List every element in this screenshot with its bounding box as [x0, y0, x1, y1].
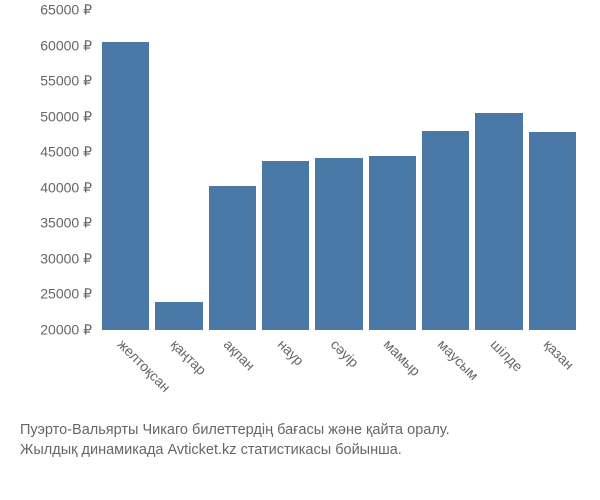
y-tick: 45000 ₽: [40, 144, 92, 161]
bar-slot: [422, 10, 469, 330]
x-label: шілде: [488, 336, 527, 375]
bar-slot: [529, 10, 576, 330]
bar: [209, 186, 256, 330]
bar-slot: [209, 10, 256, 330]
plot-area: [98, 10, 580, 330]
bar-slot: [262, 10, 309, 330]
bar: [529, 132, 576, 330]
bar: [475, 113, 522, 330]
x-label-slot: ақпан: [209, 330, 256, 390]
x-label-slot: желтоқсан: [102, 330, 149, 390]
x-label-slot: маусым: [422, 330, 469, 390]
y-tick: 25000 ₽: [40, 286, 92, 303]
x-label: қазан: [541, 336, 578, 373]
y-tick: 40000 ₽: [40, 179, 92, 196]
x-label-slot: қаңтар: [155, 330, 202, 390]
bar: [422, 131, 469, 330]
y-tick: 55000 ₽: [40, 73, 92, 90]
x-label-slot: қазан: [529, 330, 576, 390]
y-tick: 60000 ₽: [40, 37, 92, 54]
bar: [102, 42, 149, 330]
caption-line-2: Жылдық динамикада Avticket.kz статистика…: [20, 440, 580, 460]
bar: [262, 161, 309, 330]
bar: [155, 302, 202, 330]
x-label-slot: мамыр: [369, 330, 416, 390]
bar-slot: [155, 10, 202, 330]
bar: [315, 158, 362, 330]
y-tick: 50000 ₽: [40, 108, 92, 125]
x-label: наур: [274, 336, 307, 369]
x-label: сәуір: [328, 336, 362, 370]
x-label-slot: сәуір: [315, 330, 362, 390]
bar-slot: [102, 10, 149, 330]
y-tick: 30000 ₽: [40, 250, 92, 267]
x-label: ақпан: [221, 336, 258, 373]
y-tick: 35000 ₽: [40, 215, 92, 232]
x-label-slot: шілде: [475, 330, 522, 390]
caption-line-1: Пуэрто-Вальярты Чикаго билеттердің бағас…: [20, 420, 580, 440]
x-axis: желтоқсанқаңтарақпаннаурсәуірмамырмаусым…: [98, 330, 580, 390]
bar-slot: [369, 10, 416, 330]
y-tick: 65000 ₽: [40, 2, 92, 19]
chart-caption: Пуэрто-Вальярты Чикаго билеттердің бағас…: [20, 420, 580, 461]
bar-slot: [475, 10, 522, 330]
y-tick: 20000 ₽: [40, 322, 92, 339]
x-label: мамыр: [381, 336, 424, 379]
bar-slot: [315, 10, 362, 330]
x-label-slot: наур: [262, 330, 309, 390]
bar: [369, 156, 416, 330]
x-label: қаңтар: [168, 336, 210, 378]
y-axis: 20000 ₽25000 ₽30000 ₽35000 ₽40000 ₽45000…: [20, 10, 98, 330]
price-bar-chart: 20000 ₽ 25000 ₽ 30000 ₽ 35000 ₽ 40000 ₽ 45000…: [20, 10, 580, 390]
